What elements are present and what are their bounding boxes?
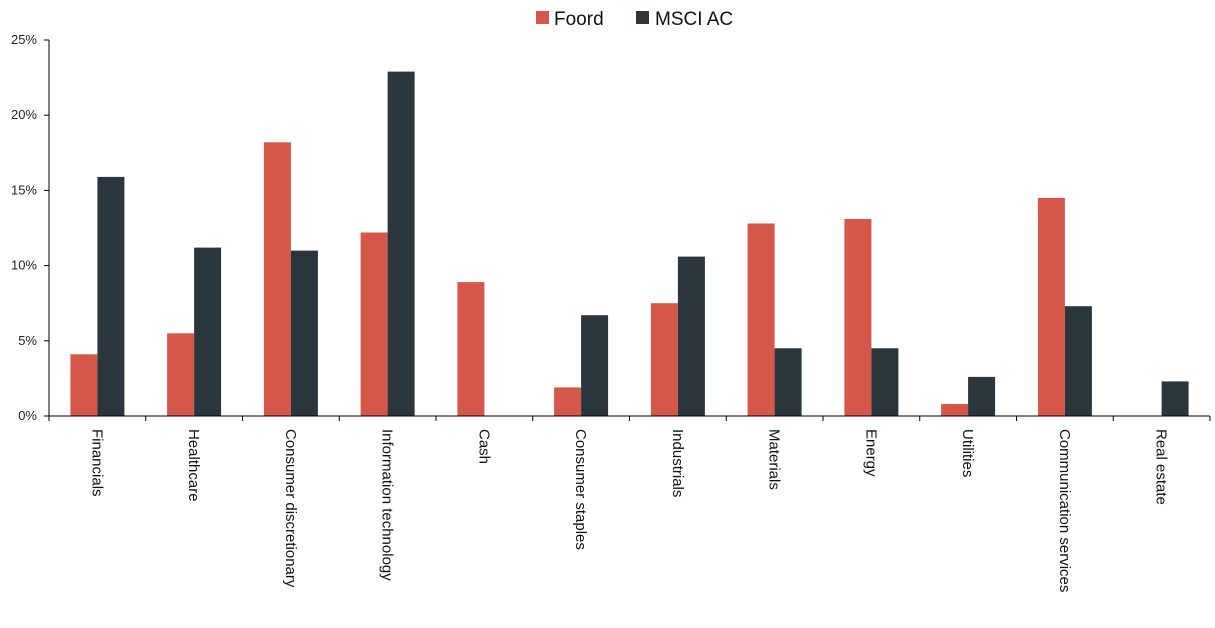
bar-msci-ac <box>774 348 802 416</box>
legend: Foord MSCI AC <box>536 9 733 30</box>
bar-msci-ac <box>194 247 222 416</box>
bar-msci-ac <box>387 71 415 416</box>
y-tick-label: 25% <box>11 32 37 47</box>
x-category-label: Financials <box>88 429 105 497</box>
y-tick-label: 0% <box>18 408 37 423</box>
bar-foord <box>457 282 485 416</box>
x-category-label: Real estate <box>1153 429 1170 505</box>
x-category-label: Utilities <box>959 429 976 477</box>
bar-msci-ac <box>677 256 705 416</box>
legend-label-foord: Foord <box>554 9 604 30</box>
bar-foord <box>263 142 291 417</box>
bars <box>70 71 1189 417</box>
x-axis: Financials Healthcare Consumer discretiona… <box>48 415 1211 592</box>
x-category-label: Energy <box>862 429 879 477</box>
bar-foord <box>1037 197 1065 416</box>
bar-foord <box>650 303 678 416</box>
legend-swatch-msci-ac <box>636 11 649 24</box>
x-category-label: Consumer discretionary <box>282 429 299 588</box>
bar-msci-ac <box>290 250 318 416</box>
bar-foord <box>844 219 872 416</box>
x-category-label: Information technology <box>379 429 396 581</box>
bar-msci-ac <box>1161 381 1189 416</box>
y-axis: 0% 5% 10% 15% 20% 25% <box>11 32 50 423</box>
bar-foord <box>554 387 582 416</box>
x-category-label: Consumer staples <box>572 429 589 550</box>
y-tick-label: 10% <box>11 258 37 273</box>
legend-swatch-foord <box>536 11 549 24</box>
y-tick-label: 20% <box>11 107 37 122</box>
bar-msci-ac <box>97 176 125 416</box>
x-category-label: Communication services <box>1056 429 1073 592</box>
bar-msci-ac <box>581 315 609 416</box>
y-tick-label: 5% <box>18 333 37 348</box>
legend-label-msci-ac: MSCI AC <box>655 9 733 30</box>
bar-msci-ac <box>968 376 996 416</box>
x-category-label: Healthcare <box>185 429 202 502</box>
bar-foord <box>941 404 969 416</box>
bar-foord <box>360 232 388 416</box>
bar-foord <box>747 223 775 416</box>
bar-msci-ac <box>871 348 899 416</box>
x-category-label: Industrials <box>669 429 686 497</box>
x-category-label: Cash <box>475 429 492 464</box>
bar-foord <box>70 354 98 416</box>
bar-foord <box>167 333 195 416</box>
x-category-label: Materials <box>766 429 783 490</box>
bar-msci-ac <box>1064 306 1092 416</box>
y-tick-label: 15% <box>11 182 37 197</box>
